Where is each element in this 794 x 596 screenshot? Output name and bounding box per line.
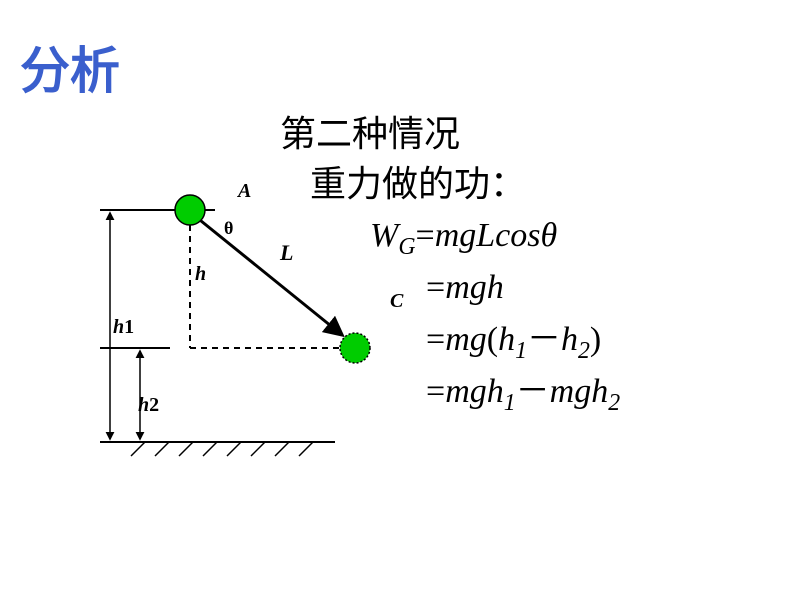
label-theta: θ xyxy=(224,218,233,239)
label-h1: h1 xyxy=(113,316,134,339)
label-A: A xyxy=(238,180,251,203)
equations-block: WG=mgLcosθ=mgh=mg(h1－h2)=mgh1－mgh2 xyxy=(370,210,620,418)
section-title: 分析 xyxy=(0,0,200,100)
equation-line: =mg(h1－h2) xyxy=(370,314,620,366)
physics-diagram xyxy=(55,180,385,470)
equation-line: WG=mgLcosθ xyxy=(370,210,620,262)
svg-text:分析: 分析 xyxy=(20,43,120,99)
equation-line: =mgh1－mgh2 xyxy=(370,366,620,418)
label-L: L xyxy=(280,240,293,266)
label-h2: h2 xyxy=(138,394,159,417)
label-h: h xyxy=(195,263,206,286)
subtitle-line1: 第二种情况 xyxy=(280,105,460,157)
equation-line: =mgh xyxy=(370,262,620,314)
